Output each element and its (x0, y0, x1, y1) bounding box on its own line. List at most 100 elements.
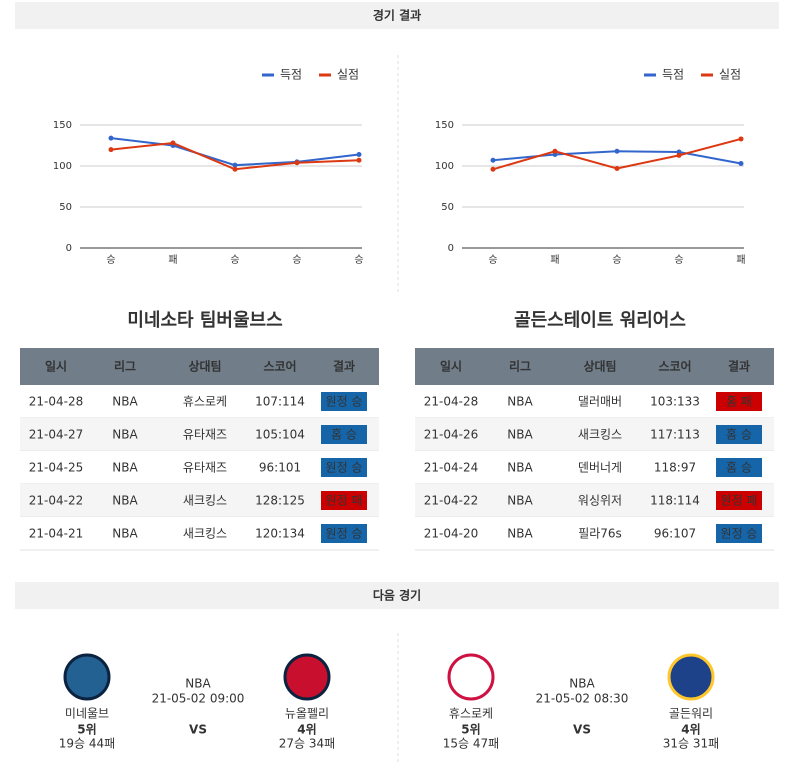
result-badge (716, 425, 762, 444)
table-cell: NBA (112, 395, 138, 409)
y-tick-label: 150 (435, 120, 454, 131)
result-badge (321, 524, 367, 543)
table-row (415, 385, 774, 418)
table-cell: 21-04-21 (29, 527, 83, 541)
result-label: 원정 승 (326, 461, 363, 475)
table-cell: 21-04-28 (424, 395, 478, 409)
table-cell: 21-04-24 (424, 461, 478, 475)
table-cell: 105:104 (255, 428, 305, 442)
y-tick-label: 0 (448, 243, 454, 254)
vs: VS (573, 723, 591, 737)
table-cell: NBA (507, 494, 533, 508)
result-badge (716, 392, 762, 411)
team-rank: 5위 (461, 723, 480, 737)
table-row (415, 451, 774, 484)
point (232, 162, 238, 168)
table-cell: NBA (112, 527, 138, 541)
table-cell: 필라76s (578, 527, 622, 541)
game-time: 21-05-02 09:00 (152, 692, 245, 706)
table-cell: 128:125 (255, 494, 305, 508)
result-label: 홈 승 (726, 428, 752, 442)
table-cell: 유타재즈 (183, 428, 227, 442)
game-time: 21-05-02 08:30 (536, 692, 629, 706)
point (356, 152, 362, 158)
table-row (20, 517, 379, 550)
team-rank: 5위 (77, 723, 96, 737)
table-cell: 새크킹스 (183, 527, 227, 541)
y-tick-label: 50 (59, 202, 72, 213)
result-label: 홈 승 (331, 428, 357, 442)
table-cell: NBA (112, 461, 138, 475)
point (294, 160, 300, 166)
table-cell: 107:114 (255, 395, 305, 409)
table-cell: 워싱위저 (578, 494, 622, 508)
x-tick-label: 승 (292, 254, 301, 266)
table-cell: 21-04-25 (29, 461, 83, 475)
team-logo (667, 653, 715, 701)
team-logo (447, 653, 495, 701)
table-cell: 120:134 (255, 527, 305, 541)
table-cell: NBA (507, 395, 533, 409)
point (490, 157, 496, 163)
result-label: 원정 패 (326, 494, 363, 508)
team-name: 미네소타 팀버울브스 (127, 310, 282, 331)
header-cell: 상대팀 (583, 359, 616, 374)
table-row (415, 484, 774, 517)
team-record: 27승 34패 (279, 737, 335, 751)
header-cell: 스코어 (658, 359, 691, 374)
table-row (415, 517, 774, 550)
point (356, 157, 362, 163)
table-cell: 휴스로케 (183, 395, 227, 409)
table-cell: 96:101 (259, 461, 301, 475)
point (738, 161, 744, 167)
table-cell: 댈러매버 (578, 395, 622, 409)
point (614, 148, 620, 154)
table-header (415, 348, 774, 385)
team-rank: 4위 (681, 723, 700, 737)
table-header (20, 348, 379, 385)
result-label: 원정 승 (721, 527, 758, 541)
header-cell: 스코어 (263, 359, 296, 374)
point (738, 136, 744, 142)
point (676, 152, 682, 158)
table-row (415, 418, 774, 451)
team-logo (283, 653, 331, 701)
line-series (492, 137, 742, 171)
y-tick-label: 100 (53, 161, 72, 172)
table-row (20, 385, 379, 418)
table-cell: 103:133 (650, 395, 700, 409)
header-cell: 리그 (114, 359, 136, 374)
table-cell: 118:97 (654, 461, 696, 475)
x-tick-label: 승 (230, 254, 239, 266)
x-tick-label: 패 (550, 254, 559, 266)
table-cell: 118:114 (650, 494, 700, 508)
legend-label: 실점 (337, 68, 359, 82)
results-header-bar (15, 2, 779, 29)
team-name: 골든스테이트 워리어스 (514, 309, 686, 331)
point (170, 140, 176, 146)
team-short-name: 휴스로케 (449, 707, 493, 721)
y-tick-label: 50 (441, 202, 454, 213)
header-cell: 상대팀 (188, 359, 221, 374)
point (614, 165, 620, 171)
y-tick-label: 0 (66, 243, 72, 254)
x-tick-label: 승 (674, 254, 683, 266)
table-cell: 21-04-26 (424, 428, 478, 442)
table-cell: 유타재즈 (183, 461, 227, 475)
team-record: 31승 31패 (663, 737, 719, 751)
result-badge (716, 524, 762, 543)
x-tick-label: 승 (612, 254, 621, 266)
y-tick-label: 100 (435, 161, 454, 172)
table-cell: 21-04-20 (424, 527, 478, 541)
table-cell: 21-04-22 (424, 494, 478, 508)
result-badge (321, 491, 367, 510)
x-tick-label: 승 (354, 254, 363, 266)
table-cell: NBA (112, 494, 138, 508)
table-cell: 21-04-28 (29, 395, 83, 409)
table-cell: 96:107 (654, 527, 696, 541)
result-label: 원정 승 (326, 395, 363, 409)
next-header-bar (15, 582, 779, 609)
point (490, 166, 496, 172)
legend-label: 득점 (280, 68, 302, 82)
point (552, 148, 558, 154)
